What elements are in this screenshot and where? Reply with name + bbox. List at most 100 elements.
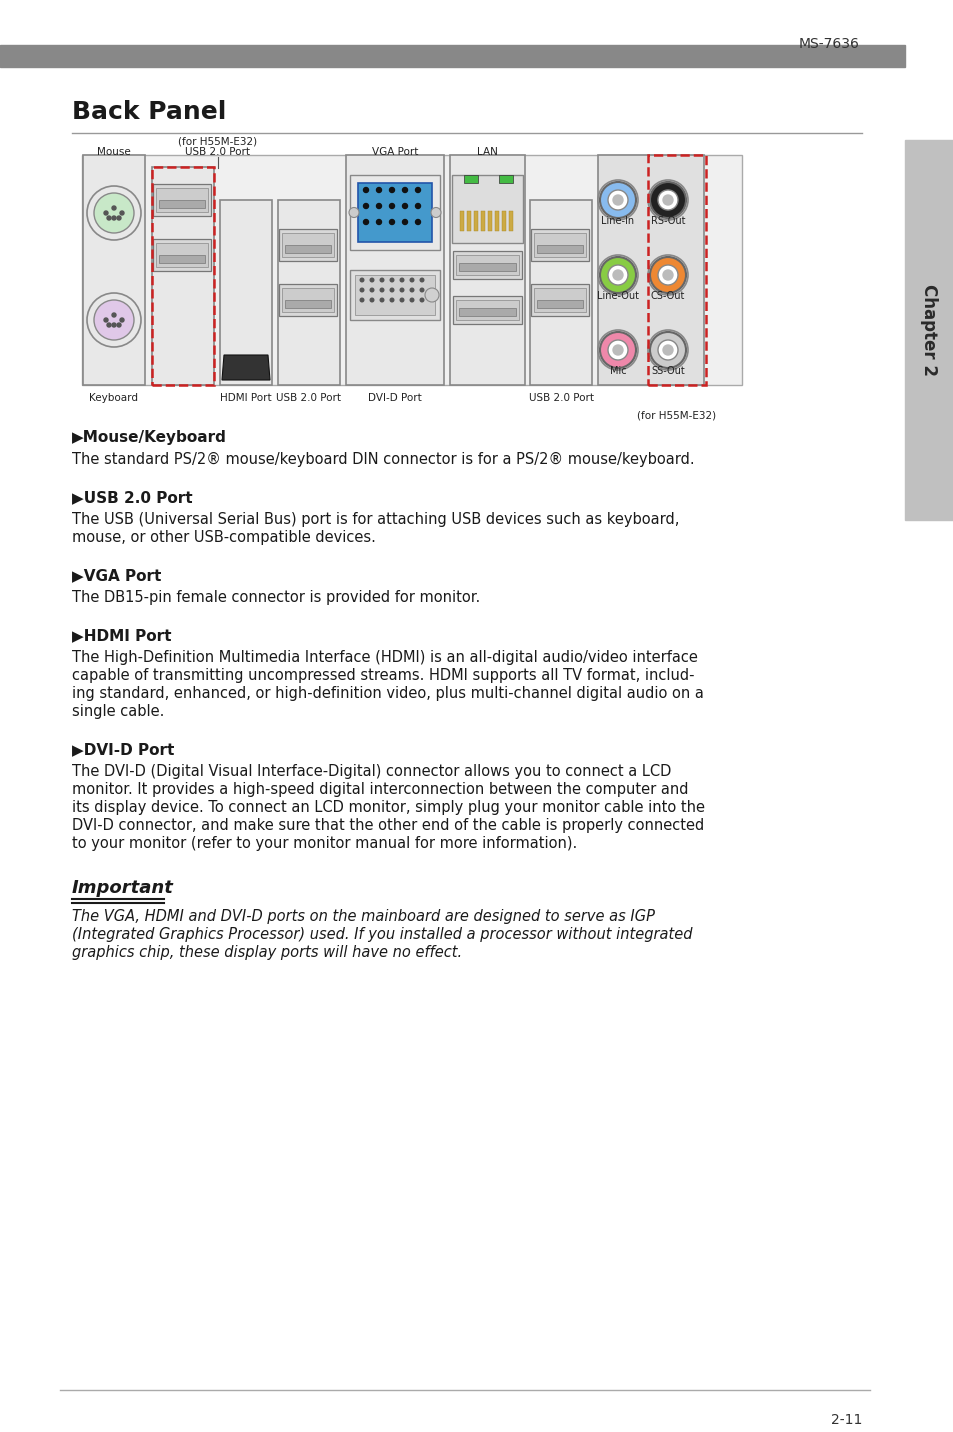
Text: (for H55M-E32): (for H55M-E32)	[178, 137, 257, 147]
Circle shape	[112, 206, 116, 211]
Text: The DVI-D (Digital Visual Interface-Digital) connector allows you to connect a L: The DVI-D (Digital Visual Interface-Digi…	[71, 765, 671, 779]
Text: single cable.: single cable.	[71, 705, 164, 719]
Circle shape	[120, 211, 124, 215]
Circle shape	[658, 339, 678, 359]
Bar	[350, 175, 439, 251]
Circle shape	[112, 324, 116, 326]
Text: DVI-D Port: DVI-D Port	[368, 392, 421, 402]
Bar	[159, 255, 205, 263]
Circle shape	[424, 288, 438, 302]
Circle shape	[360, 288, 363, 292]
Text: The standard PS/2® mouse/keyboard DIN connector is for a PS/2® mouse/keyboard.: The standard PS/2® mouse/keyboard DIN co…	[71, 453, 694, 467]
Text: Important: Important	[71, 879, 173, 896]
Text: ing standard, enhanced, or high-definition video, plus multi-channel digital aud: ing standard, enhanced, or high-definiti…	[71, 686, 703, 702]
Bar	[152, 168, 213, 385]
Bar	[282, 233, 334, 256]
Bar	[537, 245, 582, 253]
Circle shape	[410, 278, 414, 282]
Circle shape	[599, 182, 636, 218]
Bar	[647, 155, 705, 385]
Circle shape	[416, 203, 420, 209]
Circle shape	[410, 298, 414, 302]
Circle shape	[399, 278, 403, 282]
Text: USB 2.0 Port: USB 2.0 Port	[185, 147, 251, 158]
Circle shape	[662, 271, 672, 281]
Circle shape	[107, 216, 111, 221]
Circle shape	[380, 288, 383, 292]
Bar	[904, 140, 953, 520]
Circle shape	[607, 265, 627, 285]
Bar	[598, 155, 703, 385]
Bar	[537, 299, 582, 308]
Circle shape	[598, 329, 638, 369]
Bar	[278, 284, 336, 316]
Bar	[285, 299, 331, 308]
Text: graphics chip, these display ports will have no effect.: graphics chip, these display ports will …	[71, 945, 461, 959]
Circle shape	[419, 298, 423, 302]
Bar	[152, 183, 211, 216]
Circle shape	[647, 329, 687, 369]
Text: HDMI Port: HDMI Port	[220, 392, 272, 402]
Text: Mouse: Mouse	[97, 147, 131, 158]
Bar	[463, 175, 477, 183]
Circle shape	[390, 278, 394, 282]
Text: Back Panel: Back Panel	[71, 100, 226, 125]
Circle shape	[363, 188, 368, 192]
Bar	[488, 211, 492, 231]
Circle shape	[419, 288, 423, 292]
Circle shape	[94, 193, 133, 233]
Bar	[282, 288, 334, 312]
Circle shape	[117, 216, 121, 221]
Circle shape	[360, 298, 363, 302]
Circle shape	[402, 203, 407, 209]
Circle shape	[416, 188, 420, 192]
Bar	[495, 211, 498, 231]
Text: CS-Out: CS-Out	[650, 291, 684, 301]
Bar	[459, 211, 463, 231]
Bar	[501, 211, 505, 231]
Circle shape	[112, 216, 116, 221]
Bar	[159, 200, 205, 208]
Text: ▶HDMI Port: ▶HDMI Port	[71, 629, 172, 643]
Circle shape	[117, 324, 121, 326]
Bar	[278, 229, 336, 261]
Text: monitor. It provides a high-speed digital interconnection between the computer a: monitor. It provides a high-speed digita…	[71, 782, 688, 798]
Circle shape	[607, 190, 627, 211]
Bar	[456, 299, 518, 319]
Bar	[456, 255, 518, 275]
Text: The VGA, HDMI and DVI-D ports on the mainboard are designed to serve as IGP: The VGA, HDMI and DVI-D ports on the mai…	[71, 909, 655, 924]
Bar	[530, 200, 592, 385]
Circle shape	[410, 288, 414, 292]
Text: The DB15-pin female connector is provided for monitor.: The DB15-pin female connector is provide…	[71, 590, 479, 604]
Circle shape	[399, 288, 403, 292]
Bar	[458, 308, 516, 316]
Circle shape	[599, 332, 636, 368]
Bar	[480, 211, 484, 231]
Circle shape	[363, 219, 368, 225]
Text: ▶USB 2.0 Port: ▶USB 2.0 Port	[71, 490, 193, 505]
Text: Line-Out: Line-Out	[597, 291, 639, 301]
Circle shape	[104, 318, 108, 322]
Circle shape	[87, 294, 141, 347]
Circle shape	[402, 188, 407, 192]
Text: capable of transmitting uncompressed streams. HDMI supports all TV format, inclu: capable of transmitting uncompressed str…	[71, 667, 694, 683]
Bar	[534, 288, 585, 312]
Bar	[453, 296, 521, 324]
Bar	[82, 155, 741, 385]
Bar	[156, 188, 208, 212]
Text: DVI-D connector, and make sure that the other end of the cable is properly conne: DVI-D connector, and make sure that the …	[71, 818, 703, 833]
Bar	[498, 175, 513, 183]
Circle shape	[363, 203, 368, 209]
Circle shape	[94, 299, 133, 339]
Bar	[83, 155, 145, 385]
Text: USB 2.0 Port: USB 2.0 Port	[529, 392, 594, 402]
Bar	[285, 245, 331, 253]
Circle shape	[416, 219, 420, 225]
Circle shape	[399, 298, 403, 302]
Bar	[474, 211, 477, 231]
Circle shape	[380, 278, 383, 282]
Circle shape	[402, 219, 407, 225]
Text: The High-Definition Multimedia Interface (HDMI) is an all-digital audio/video in: The High-Definition Multimedia Interface…	[71, 650, 698, 664]
Text: Keyboard: Keyboard	[90, 392, 138, 402]
Circle shape	[87, 186, 141, 241]
